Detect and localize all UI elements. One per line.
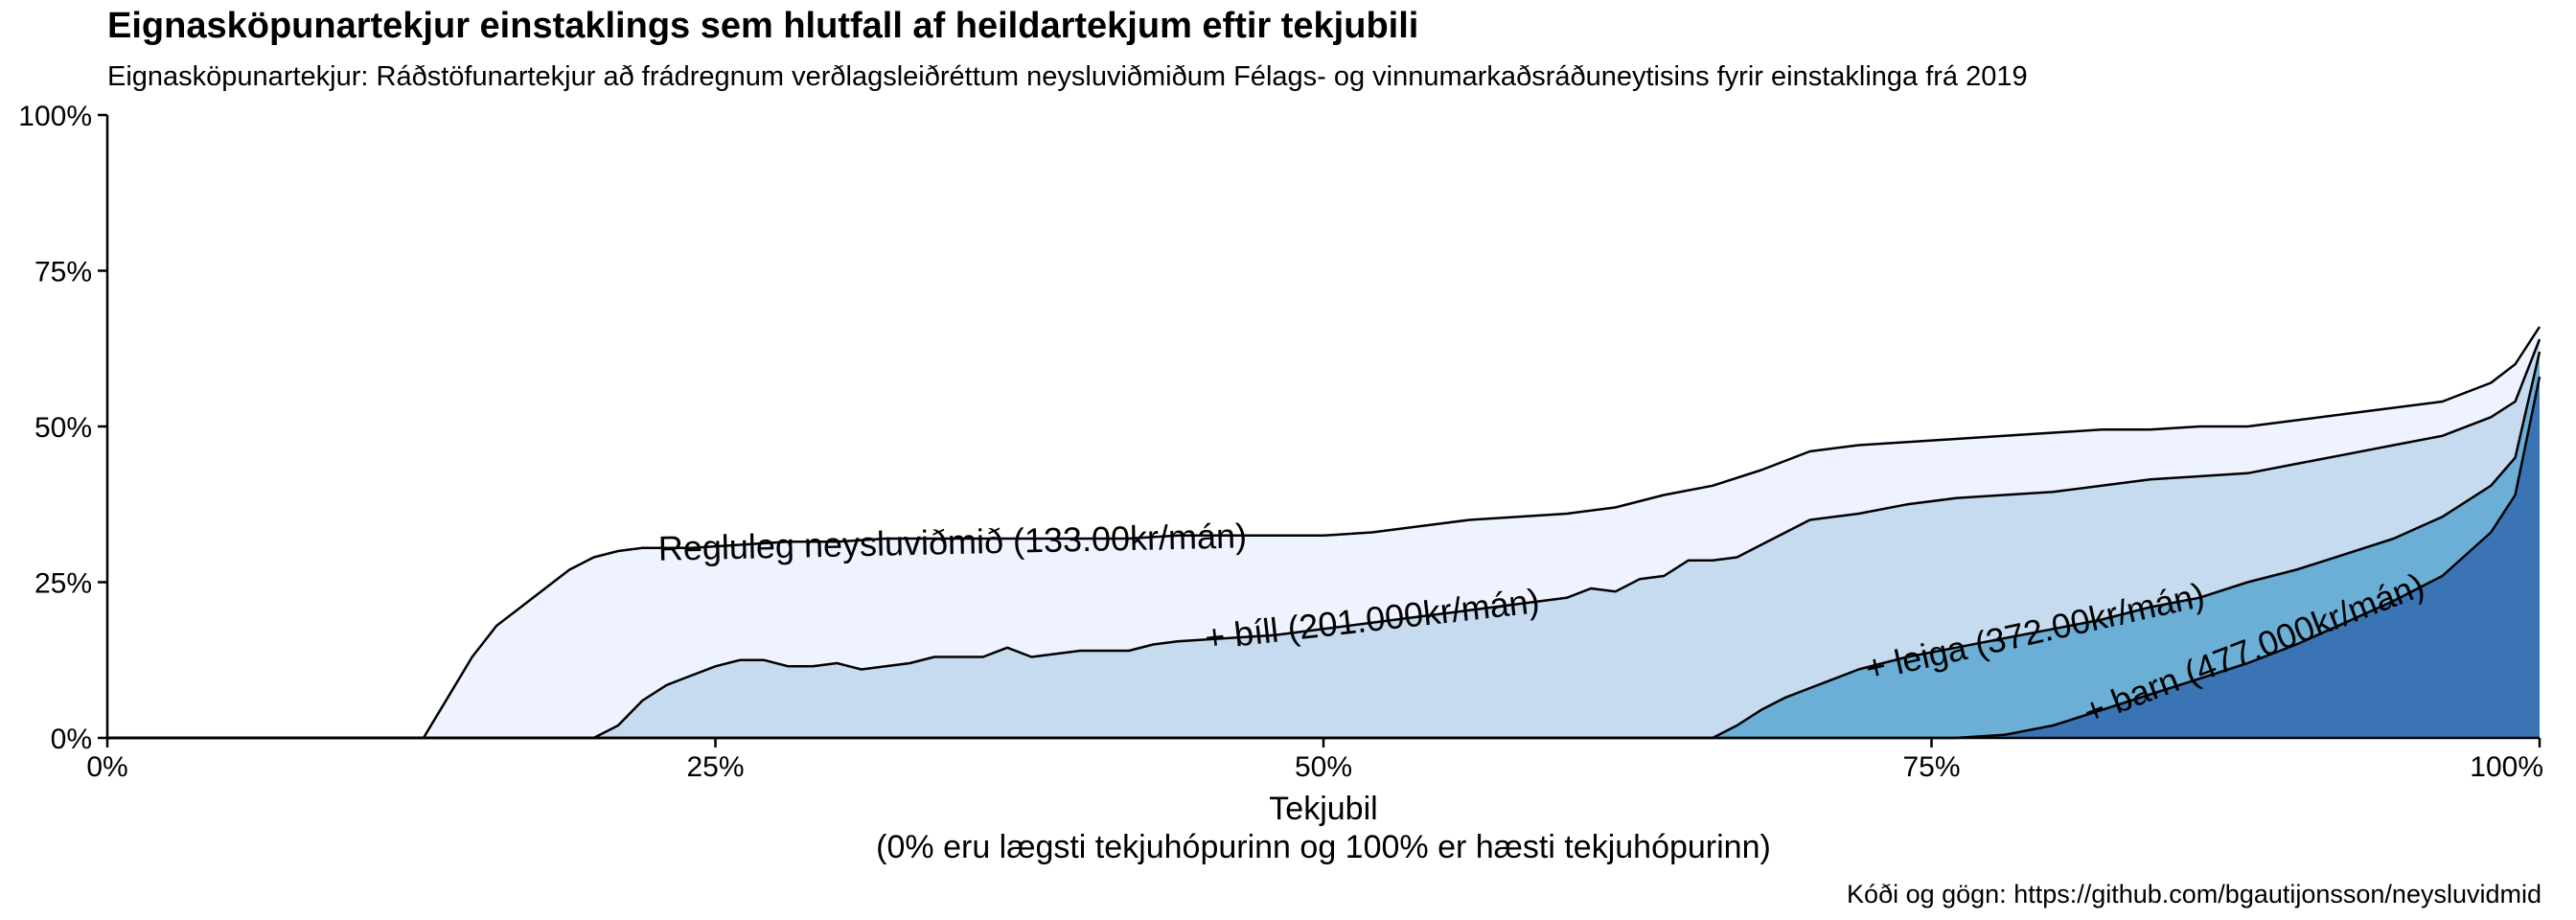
source-caption: Kóði og gögn: https://github.com/bgautij… bbox=[1847, 880, 2542, 908]
x-axis-subtitle: (0% eru lægsti tekjuhópurinn og 100% er … bbox=[876, 829, 1771, 865]
series-area-4 bbox=[107, 377, 2540, 738]
series-layer bbox=[107, 326, 2542, 740]
x-tick-label: 100% bbox=[2470, 751, 2543, 783]
series-line-1 bbox=[107, 326, 2542, 740]
series-line-4 bbox=[107, 376, 2542, 740]
series-line-3 bbox=[107, 351, 2542, 740]
x-tick-label: 0% bbox=[86, 751, 127, 783]
y-tick-label: 75% bbox=[34, 257, 92, 288]
y-tick-label: 0% bbox=[51, 724, 92, 755]
x-axis-title: Tekjubil bbox=[1269, 791, 1377, 827]
chart-subtitle: Eignasköpunartekjur: Ráðstöfunartekjur a… bbox=[107, 61, 2028, 92]
y-tick-label: 25% bbox=[34, 568, 92, 600]
series-line-2 bbox=[107, 338, 2542, 740]
y-tick-label: 100% bbox=[18, 101, 92, 132]
chart-title: Eignasköpunartekjur einstaklings sem hlu… bbox=[107, 6, 1419, 46]
x-tick-label: 25% bbox=[686, 751, 744, 783]
x-tick-label: 75% bbox=[1902, 751, 1960, 783]
tick-layer: 0% 25% 50% 75% 100% 0% 25% 50% 75% 100% bbox=[18, 101, 2543, 783]
series-area-2 bbox=[107, 339, 2540, 738]
x-tick-label: 50% bbox=[1295, 751, 1352, 783]
y-tick-label: 50% bbox=[34, 412, 92, 444]
